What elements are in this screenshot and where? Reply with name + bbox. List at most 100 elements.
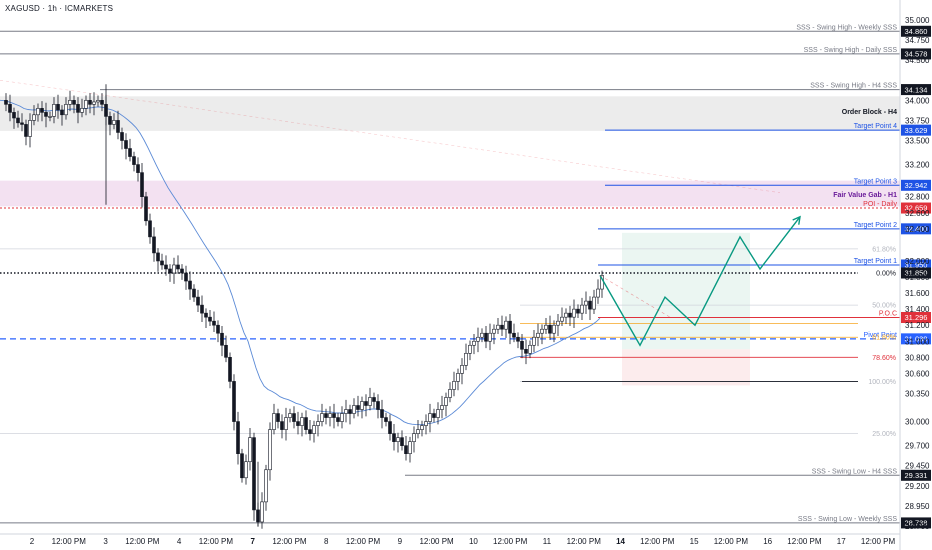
candle-body (532, 336, 536, 346)
candle-body (396, 437, 400, 442)
time-tick-label: 8 (324, 537, 329, 546)
price-tick-label: 30.350 (905, 389, 930, 398)
fib-label: 61.80% (872, 335, 896, 342)
candle-body (512, 332, 516, 338)
time-tick-label: 11 (543, 537, 552, 546)
price-tick-label: 35.000 (905, 16, 930, 25)
candle-body (164, 264, 168, 270)
candle-body (316, 421, 320, 426)
price-tick-label: 33.500 (905, 136, 930, 145)
price-tick-label: 30.800 (905, 353, 930, 362)
price-tick-label: 34.000 (905, 96, 930, 105)
candle-body (140, 172, 144, 198)
fib-layer: 0.00% 61.80% 50.00% 61.80% 78.60% 100.00% 25.0… (0, 246, 896, 438)
candle-body (540, 328, 544, 334)
candle-body (392, 433, 396, 442)
price-badge (901, 333, 931, 345)
candle-body (196, 296, 200, 306)
price-badge-value: 33.629 (905, 126, 928, 135)
fib-label: 50.00% (872, 303, 896, 310)
candle-body (360, 401, 364, 410)
candle-body (128, 148, 132, 157)
candle-body (28, 120, 32, 137)
price-badge (901, 223, 931, 235)
candle-body (276, 413, 280, 422)
candle-body (388, 421, 392, 434)
candle-body (288, 413, 292, 418)
candle-body (564, 312, 568, 318)
levels-layer: SSS - Swing High - Weekly SSS 34.860 SSS -… (0, 24, 931, 529)
price-badge (901, 25, 931, 37)
price-badge (901, 48, 931, 60)
candle-body (292, 413, 296, 422)
candle-body (336, 417, 340, 422)
candle-body (516, 336, 520, 342)
candle-body (304, 417, 308, 430)
candle-body (320, 413, 324, 422)
candle-body (152, 236, 156, 254)
time-tick-label: 12:00 PM (346, 537, 381, 546)
candle-body (468, 344, 472, 354)
price-tick-label: 32.600 (905, 209, 930, 218)
price-badge-value: 31.296 (905, 313, 928, 322)
candle-body (216, 324, 220, 334)
candle-body (84, 100, 88, 109)
candle-body (160, 260, 164, 266)
candle-body (144, 196, 148, 222)
level-label: SSS - Swing Low - Weekly SSS (798, 516, 897, 523)
candle-body (148, 220, 152, 238)
price-badge-value: 31.030 (905, 335, 928, 344)
time-tick-label: 12:00 PM (272, 537, 307, 546)
price-badge (901, 84, 931, 96)
price-badge-value: 34.860 (905, 27, 928, 36)
candle-body (500, 324, 504, 330)
level-label: POI - Daily (863, 201, 897, 208)
price-tick-label: 31.400 (905, 305, 930, 314)
candle-body (172, 264, 176, 274)
candle-body (356, 405, 360, 410)
price-tick-label: 31.800 (905, 273, 930, 282)
candle-body (400, 437, 404, 446)
candle-body (588, 300, 592, 310)
candle-body (108, 116, 112, 125)
candle-body (168, 268, 172, 274)
time-tick-label: 12:00 PM (567, 537, 602, 546)
candle-body (420, 425, 424, 430)
candle-body (596, 288, 600, 298)
fib-label: 0.00% (876, 271, 896, 278)
ema-layer (0, 99, 601, 426)
candle-body (520, 340, 524, 350)
time-tick-label: 12:00 PM (125, 537, 160, 546)
time-tick-label: 2 (30, 537, 35, 546)
candle-body (132, 156, 136, 165)
candle-body (544, 324, 548, 330)
candle-body (32, 114, 36, 121)
time-tick-label: 4 (177, 537, 182, 546)
candle-body (572, 308, 576, 318)
level-label: P.O.C (879, 310, 897, 317)
price-badge-value: 32.659 (905, 204, 928, 213)
candle-body (96, 100, 100, 103)
time-tick-label: 10 (469, 537, 478, 546)
time-tick-label: 3 (103, 537, 108, 546)
price-tick-label: 33.200 (905, 161, 930, 170)
level-label: Target Point 4 (854, 123, 897, 130)
zones-layer (0, 96, 900, 386)
candle-body (484, 332, 488, 342)
candle-body (348, 409, 352, 414)
candle-body (556, 320, 560, 326)
candle-body (20, 122, 24, 125)
time-tick-label: 12:00 PM (787, 537, 822, 546)
candle-body (136, 164, 140, 173)
candle-body (68, 100, 72, 105)
long-stop-zone (622, 349, 750, 386)
price-tick-label: 30.000 (905, 418, 930, 427)
fvg-zone (0, 180, 900, 207)
time-tick-label: 14 (616, 537, 625, 546)
candle-body (308, 429, 312, 434)
price-tick-label: 29.200 (905, 482, 930, 491)
zone-label: Order Block - H4 (842, 109, 897, 116)
candle-body (328, 413, 332, 418)
candle-body (120, 132, 124, 141)
